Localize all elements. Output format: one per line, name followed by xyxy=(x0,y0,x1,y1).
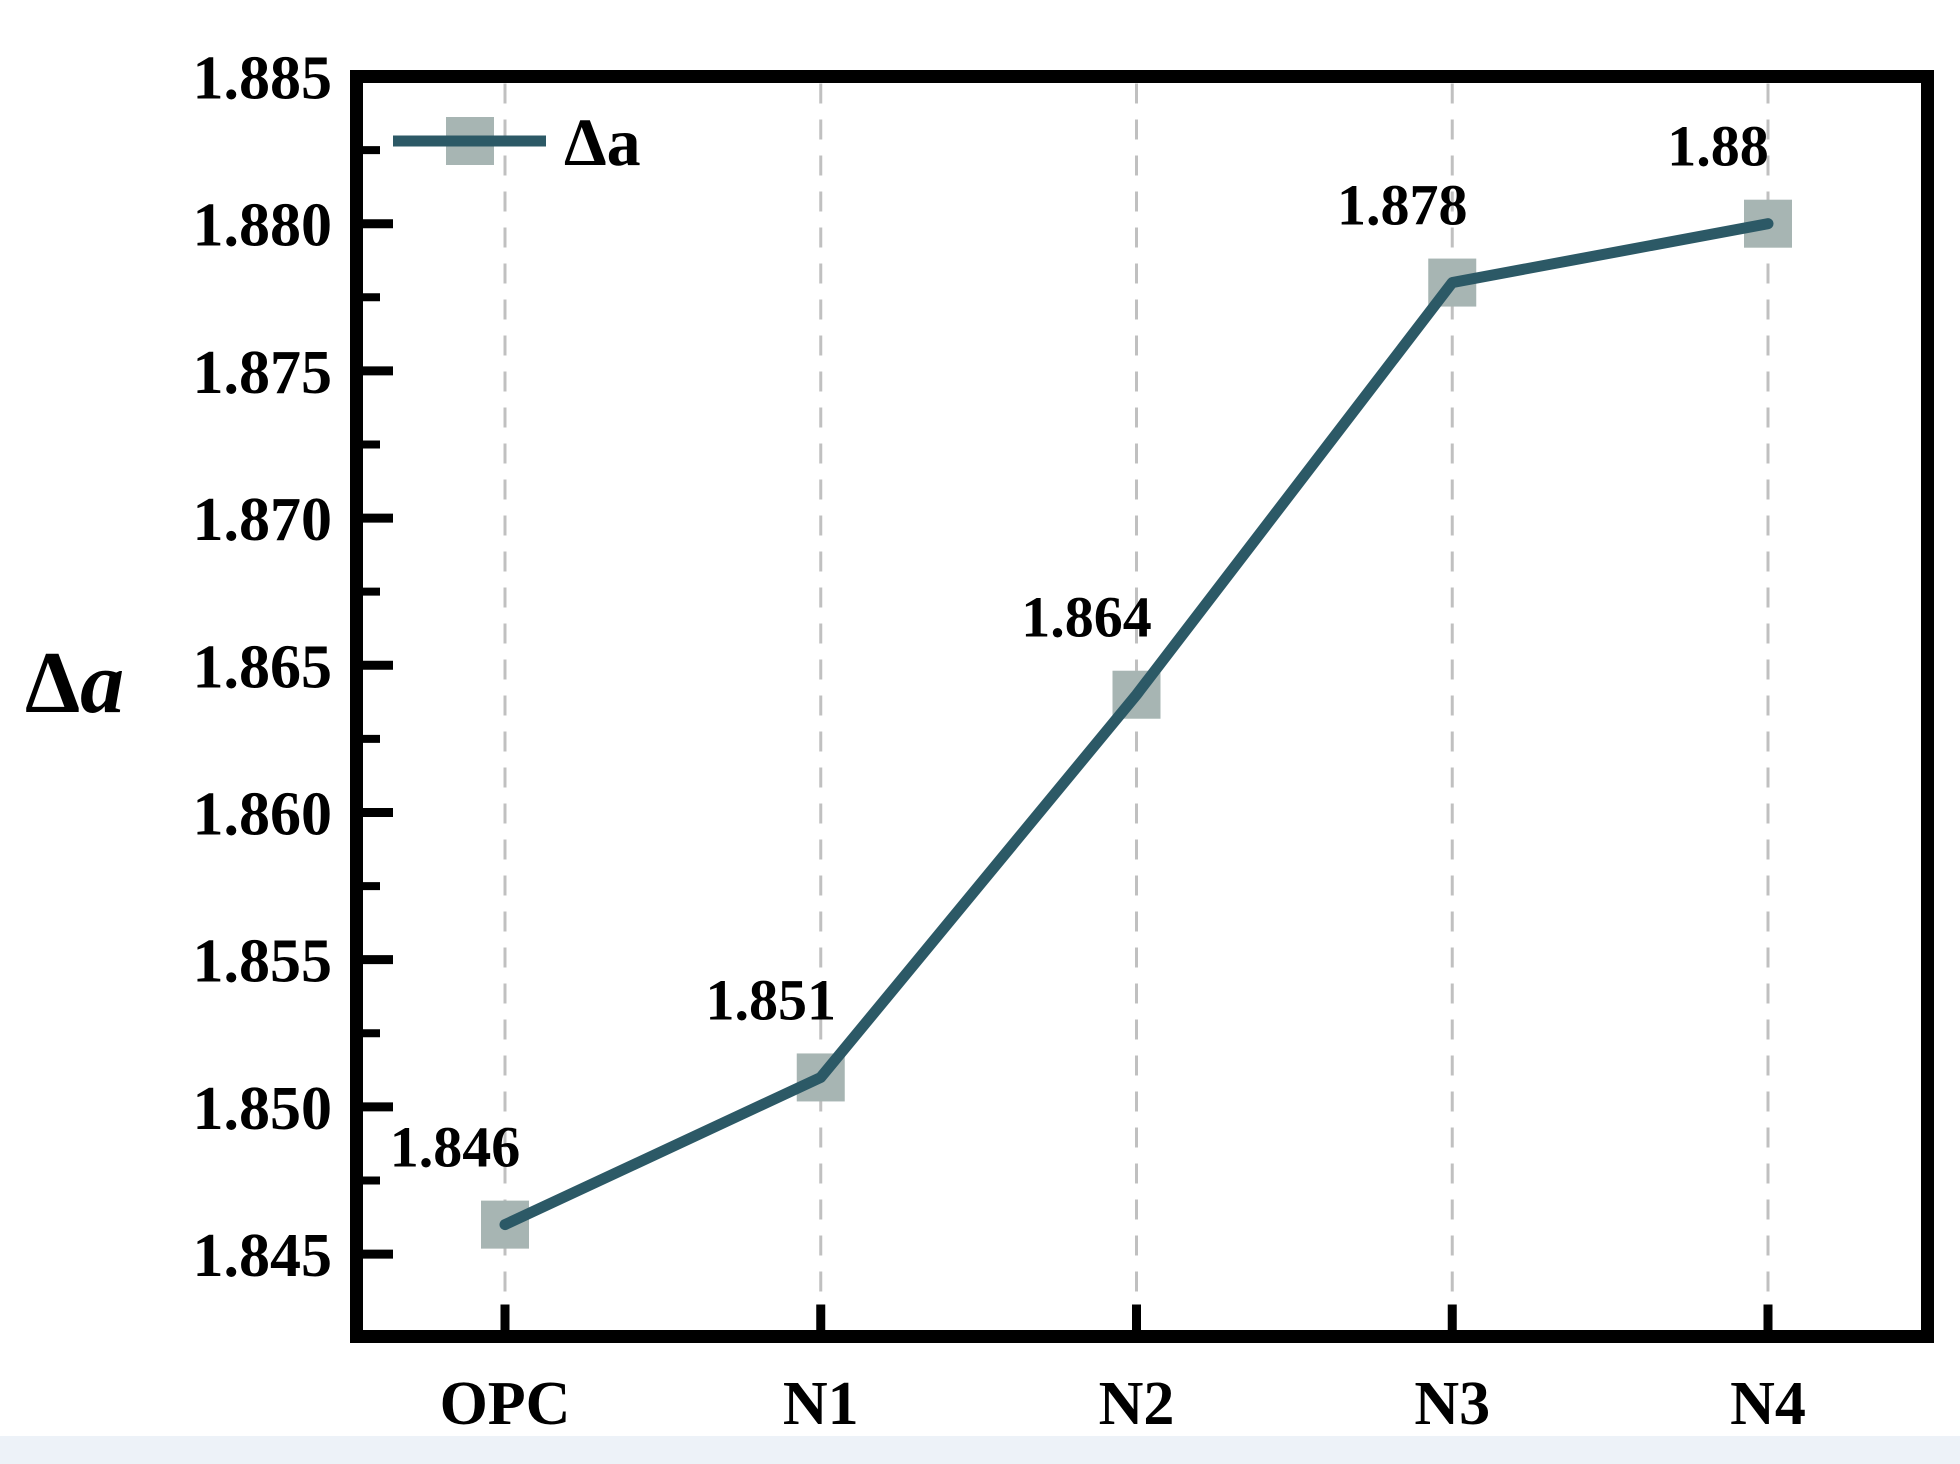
data-point-label: 1.878 xyxy=(1337,173,1468,238)
series-line xyxy=(499,218,1774,1231)
y-tick-label: 1.885 xyxy=(193,45,333,113)
y-tick-label: 1.855 xyxy=(193,928,333,996)
x-tick-label: N1 xyxy=(783,1370,859,1438)
legend-label: Δa xyxy=(564,104,641,180)
data-point-label: 1.846 xyxy=(390,1115,521,1180)
y-axis-title: Δa xyxy=(25,635,124,732)
plot-frame xyxy=(350,70,1934,1343)
y-tick-label: 1.880 xyxy=(193,192,333,260)
y-tick-label: 1.870 xyxy=(193,486,333,554)
data-point-label: 1.864 xyxy=(1021,585,1152,650)
y-tick-label: 1.860 xyxy=(193,780,333,848)
page-bottom-band xyxy=(0,1436,1960,1464)
x-tick-label: OPC xyxy=(440,1370,571,1438)
legend: Δa xyxy=(393,104,641,180)
x-tick-label: N2 xyxy=(1099,1370,1175,1438)
y-tick-label: 1.850 xyxy=(193,1075,333,1143)
x-tick-label: N3 xyxy=(1414,1370,1490,1438)
x-tick-label: N4 xyxy=(1730,1370,1806,1438)
y-tick-label: 1.845 xyxy=(193,1222,333,1290)
data-point-label: 1.851 xyxy=(706,967,837,1032)
y-tick-label: 1.865 xyxy=(193,633,333,701)
y-tick-label: 1.875 xyxy=(193,339,333,407)
data-point-label: 1.88 xyxy=(1667,114,1769,179)
